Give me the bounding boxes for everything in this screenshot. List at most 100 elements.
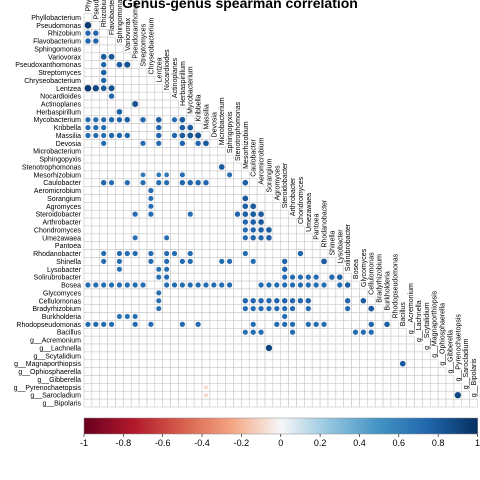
matrix-cell bbox=[414, 390, 423, 400]
row-label: Actinoplanes bbox=[41, 102, 82, 109]
matrix-cell bbox=[130, 154, 140, 164]
matrix-cell bbox=[414, 383, 423, 392]
matrix-cell bbox=[170, 202, 179, 211]
colorbar-segment bbox=[442, 418, 445, 434]
matrix-cell bbox=[130, 76, 140, 85]
colorbar-segment bbox=[162, 418, 166, 434]
matrix-cell bbox=[178, 146, 187, 156]
matrix-cell bbox=[162, 123, 171, 132]
correlation-dot bbox=[344, 297, 351, 304]
matrix-cell bbox=[280, 241, 289, 250]
colorbar-segment bbox=[398, 418, 402, 434]
matrix-cell bbox=[107, 217, 116, 227]
matrix-cell bbox=[367, 359, 376, 368]
correlation-dot bbox=[179, 132, 186, 139]
matrix-cell bbox=[335, 383, 345, 392]
matrix-cell bbox=[296, 351, 305, 361]
matrix-cell bbox=[146, 162, 156, 172]
matrix-cell bbox=[406, 398, 415, 408]
matrix-cell bbox=[280, 359, 289, 368]
matrix-cell bbox=[225, 312, 234, 321]
matrix-cell bbox=[162, 367, 171, 376]
correlation-dot bbox=[305, 297, 312, 304]
column-label: g__Pyrenochaetopsis bbox=[455, 314, 462, 382]
matrix-cell bbox=[296, 327, 305, 337]
matrix-cell bbox=[91, 367, 101, 376]
column-label: g__Acremonium bbox=[408, 283, 415, 334]
row-label: g__Pyrenochaetopsis bbox=[14, 385, 82, 392]
matrix-cell bbox=[335, 288, 345, 298]
matrix-cell bbox=[162, 288, 171, 298]
matrix-cell bbox=[162, 202, 171, 211]
correlation-dot bbox=[92, 124, 99, 131]
correlation-dot bbox=[132, 211, 139, 218]
column-label: Burkholderia bbox=[384, 271, 391, 310]
column-label: Agromyces bbox=[274, 165, 281, 201]
matrix-cell bbox=[437, 390, 447, 400]
matrix-cell bbox=[146, 99, 156, 109]
matrix-cell bbox=[99, 209, 108, 219]
matrix-cell bbox=[115, 233, 124, 243]
matrix-cell bbox=[248, 178, 258, 187]
matrix-cell bbox=[406, 335, 415, 345]
colorbar-segment bbox=[467, 418, 471, 434]
row-label: Cellulomonas bbox=[39, 298, 82, 305]
matrix-cell bbox=[233, 280, 242, 290]
matrix-cell bbox=[99, 359, 108, 368]
correlation-dot bbox=[155, 274, 162, 281]
matrix-cell bbox=[107, 296, 116, 305]
matrix-cell bbox=[233, 170, 242, 180]
matrix-cell bbox=[170, 288, 179, 298]
matrix-cell bbox=[146, 91, 156, 101]
matrix-cell bbox=[248, 265, 258, 274]
matrix-cell bbox=[115, 123, 124, 132]
matrix-cell bbox=[414, 359, 423, 368]
matrix-cell bbox=[83, 217, 93, 227]
matrix-cell bbox=[225, 390, 234, 400]
matrix-cell bbox=[272, 225, 282, 235]
colorbar-segment bbox=[420, 418, 423, 434]
matrix-cell bbox=[327, 383, 337, 392]
matrix-cell bbox=[193, 170, 203, 180]
matrix-cell bbox=[359, 375, 368, 384]
row-label: Arthrobacter bbox=[42, 220, 81, 227]
matrix-cell bbox=[115, 68, 124, 77]
matrix-cell bbox=[115, 351, 124, 361]
matrix-cell bbox=[162, 194, 171, 203]
correlation-dot bbox=[179, 124, 186, 131]
matrix-cell bbox=[209, 139, 219, 148]
matrix-cell bbox=[162, 91, 171, 101]
correlation-dot bbox=[297, 297, 304, 304]
matrix-cell bbox=[115, 99, 124, 109]
matrix-cell bbox=[193, 217, 203, 227]
matrix-cell bbox=[138, 68, 148, 77]
matrix-cell bbox=[264, 383, 274, 392]
colorbar-segment bbox=[314, 418, 317, 434]
matrix-cell bbox=[288, 359, 297, 368]
matrix-cell bbox=[130, 265, 140, 274]
matrix-cell bbox=[154, 249, 164, 258]
matrix-cell bbox=[193, 154, 203, 164]
column-label: Mesorhizobium bbox=[243, 121, 250, 169]
matrix-cell bbox=[146, 225, 156, 235]
matrix-cell bbox=[107, 312, 116, 321]
matrix-cell bbox=[280, 375, 289, 384]
colorbar-segment bbox=[365, 418, 368, 434]
matrix-cell bbox=[186, 304, 195, 313]
matrix-cell bbox=[225, 304, 234, 313]
matrix-cell bbox=[406, 390, 415, 400]
colorbar-segment bbox=[196, 418, 199, 434]
matrix-cell bbox=[319, 335, 329, 345]
correlation-dot bbox=[116, 258, 123, 265]
matrix-cell bbox=[107, 107, 116, 117]
matrix-cell bbox=[115, 335, 124, 345]
matrix-cell bbox=[217, 194, 226, 203]
correlation-dot bbox=[155, 305, 162, 312]
matrix-cell bbox=[280, 217, 289, 227]
matrix-cell bbox=[241, 367, 250, 376]
colorbar-segment bbox=[101, 418, 105, 434]
colorbar-segment bbox=[331, 418, 335, 434]
matrix-cell bbox=[123, 52, 132, 62]
column-label: Cellulomonas bbox=[369, 252, 376, 295]
matrix-cell bbox=[138, 398, 148, 408]
